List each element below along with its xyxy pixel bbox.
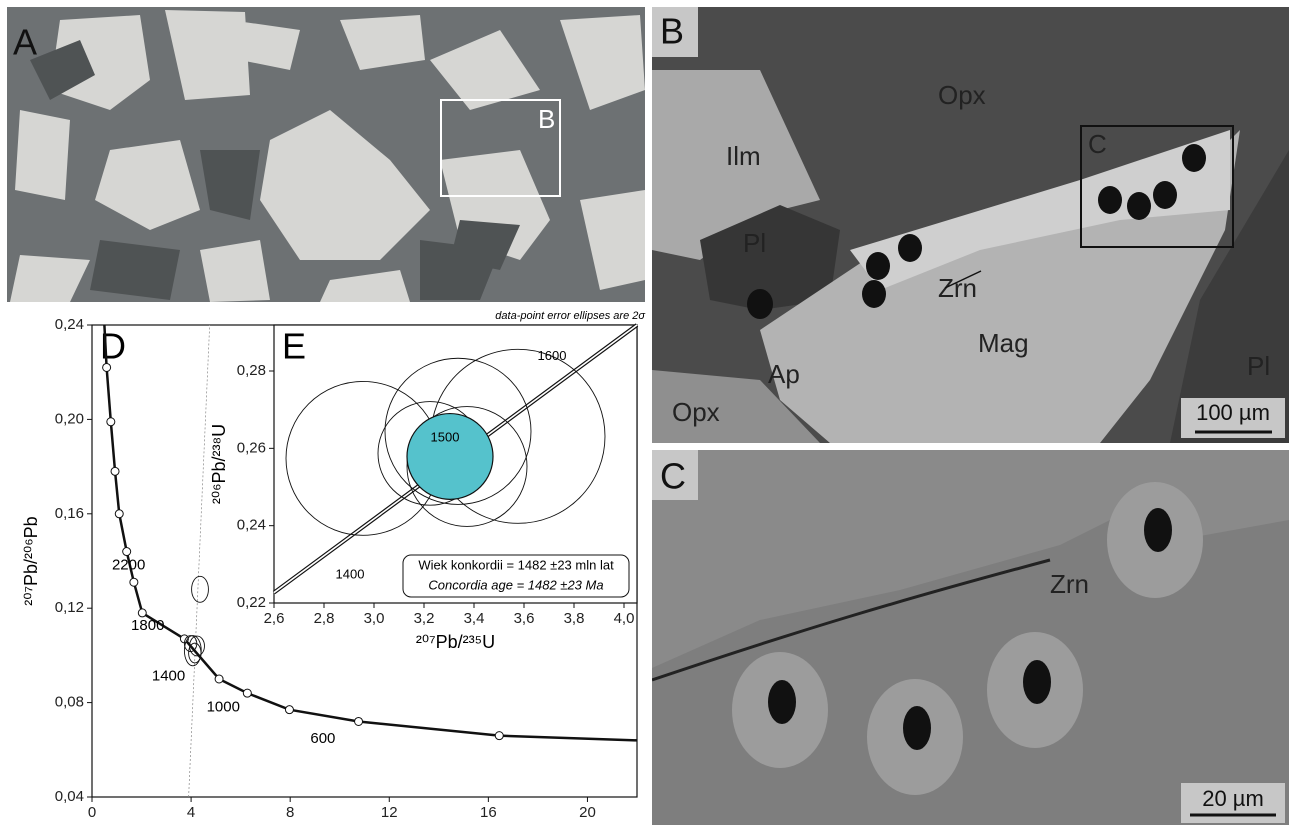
panel-label: A [13, 22, 37, 63]
age-marker [495, 732, 503, 740]
x-tick-label: 20 [579, 804, 596, 821]
x-tick-label: 3,6 [514, 610, 535, 627]
x-tick-label: 4,0 [614, 610, 635, 627]
age-marker [111, 467, 119, 475]
mineral-label: Zrn [938, 273, 977, 303]
panel-label: E [282, 326, 306, 367]
micrograph-b [652, 7, 1289, 443]
age-marker [285, 706, 293, 714]
y-tick-label: 0,24 [55, 316, 84, 333]
x-tick-label: 3,8 [564, 610, 585, 627]
age-text: Concordia age = 1482 ±23 Ma [428, 577, 603, 592]
inset-label: C [1088, 129, 1107, 159]
age-label: 2200 [112, 557, 145, 574]
x-tick-label: 3,2 [414, 610, 435, 627]
y-tick-label: 0,26 [237, 439, 266, 456]
scale-bar-label: 100 µm [1196, 400, 1270, 425]
micrograph-a [7, 7, 645, 302]
x-tick-label: 12 [381, 804, 398, 821]
error-ellipse [407, 414, 493, 500]
inset-label: B [538, 104, 555, 134]
y-tick-label: 0,24 [237, 517, 266, 534]
age-marker [107, 418, 115, 426]
age-label: 1000 [207, 698, 240, 715]
mineral-label: Opx [938, 80, 986, 110]
age-marker [215, 675, 223, 683]
age-label: 1400 [152, 668, 185, 685]
mineral-label: Opx [672, 397, 720, 427]
y-tick-label: 0,04 [55, 788, 84, 805]
y-axis-label: ²⁰⁶Pb/²³⁸U [209, 424, 229, 504]
age-label: 600 [310, 730, 335, 747]
note: data-point error ellipses are 2σ [495, 310, 645, 322]
y-tick-label: 0,20 [55, 410, 84, 427]
age-label: 1500 [431, 430, 460, 445]
y-axis-label: ²⁰⁷Pb/²⁰⁶Pb [21, 516, 41, 605]
y-tick-label: 0,12 [55, 599, 84, 616]
panel-label: C [660, 456, 686, 497]
age-marker [355, 717, 363, 725]
x-tick-label: 16 [480, 804, 497, 821]
x-axis-label: ²⁰⁷Pb/²³⁵U [416, 632, 495, 652]
y-tick-label: 0,08 [55, 694, 84, 711]
mineral-label: Ap [768, 359, 800, 389]
age-label: 1400 [336, 567, 365, 582]
scale-bar-label: 20 µm [1202, 786, 1264, 811]
mineral-label: Zrn [1050, 569, 1089, 599]
x-tick-label: 3,0 [364, 610, 385, 627]
age-marker [123, 548, 131, 556]
age-label: 1800 [131, 617, 164, 634]
x-tick-label: 2,6 [264, 610, 285, 627]
figure: A B B Opx Ilm Pl Zrn Mag Ap Opx Pl C 100… [0, 0, 1289, 825]
age-marker [115, 510, 123, 518]
mineral-label: Mag [978, 328, 1029, 358]
x-tick-label: 8 [286, 804, 294, 821]
age-text: Wiek konkordii = 1482 ±23 mln lat [418, 557, 614, 572]
age-label: 1600 [538, 348, 567, 363]
y-tick-label: 0,16 [55, 505, 84, 522]
x-tick-label: 0 [88, 804, 96, 821]
age-marker [138, 609, 146, 617]
x-tick-label: 4 [187, 804, 195, 821]
panel-label: B [660, 11, 684, 52]
y-tick-label: 0,28 [237, 362, 266, 379]
age-marker [103, 363, 111, 371]
micrograph-c [652, 450, 1289, 825]
y-tick-label: 0,22 [237, 594, 266, 611]
mineral-label: Ilm [726, 141, 761, 171]
x-tick-label: 3,4 [464, 610, 485, 627]
age-marker [243, 689, 251, 697]
mineral-label: Pl [1247, 351, 1270, 381]
x-tick-label: 2,8 [314, 610, 335, 627]
mineral-label: Pl [743, 228, 766, 258]
age-marker [130, 578, 138, 586]
